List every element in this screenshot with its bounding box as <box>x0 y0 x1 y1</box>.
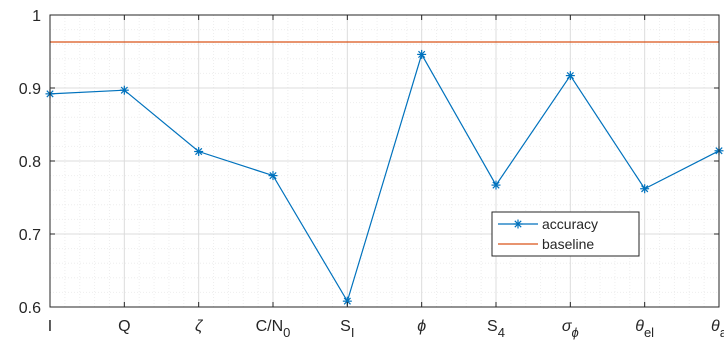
x-tick-label: ϕ <box>417 318 426 335</box>
legend: accuracy baseline <box>491 211 640 257</box>
y-tick-label: 0.6 <box>19 300 41 317</box>
x-tick-label: σϕ <box>562 318 579 340</box>
x-tick-label: I <box>48 318 52 335</box>
legend-box <box>491 211 640 257</box>
data-point-accuracy <box>194 147 204 157</box>
major-grid <box>50 14 719 308</box>
data-point-accuracy <box>491 180 501 190</box>
data-point-accuracy <box>417 49 427 59</box>
axis-ticks <box>49 14 720 308</box>
x-tick-label: SI <box>340 318 354 340</box>
x-tick-label: C/N0 <box>256 318 291 340</box>
y-tick-labels: 0.6 0.7 0.8 0.9 1 <box>19 8 41 317</box>
legend-label-accuracy: accuracy <box>542 216 598 232</box>
x-tick-label: θel <box>635 318 654 340</box>
minor-grid <box>50 15 719 307</box>
legend-marker-accuracy <box>513 219 523 229</box>
y-tick-label: 1 <box>32 8 41 25</box>
y-tick-label: 0.7 <box>19 227 41 244</box>
data-point-accuracy <box>565 71 575 81</box>
x-tick-label: θa <box>711 318 724 340</box>
x-tick-label: Q <box>118 318 130 335</box>
y-tick-label: 0.8 <box>19 154 41 171</box>
x-tick-label: ζ <box>195 318 204 335</box>
y-tick-label: 0.9 <box>19 81 41 98</box>
data-point-accuracy <box>640 184 650 194</box>
data-point-accuracy <box>268 171 278 181</box>
series-line-accuracy <box>49 52 720 303</box>
series-layer <box>45 41 724 306</box>
x-tick-label: S4 <box>487 318 505 340</box>
data-point-accuracy <box>119 85 129 95</box>
legend-label-baseline: baseline <box>542 236 594 252</box>
